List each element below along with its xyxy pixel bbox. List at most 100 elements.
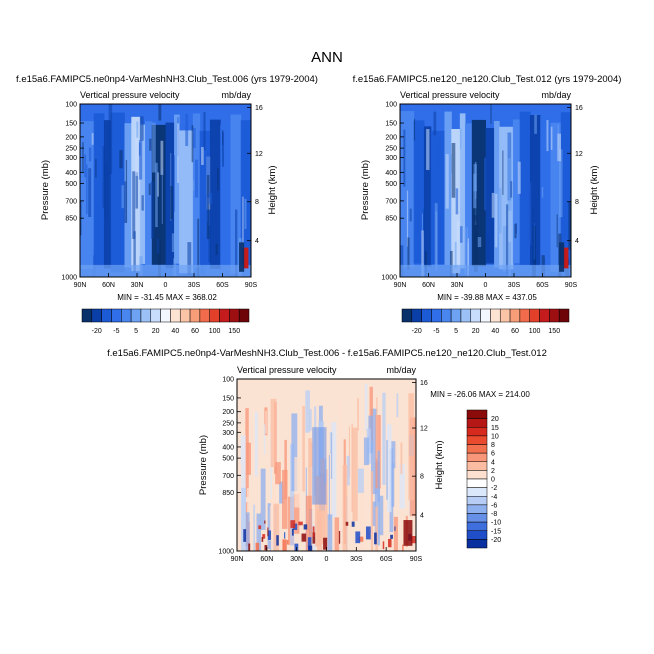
colorbar-label: 40	[171, 328, 179, 335]
height-tick-label: 8	[255, 199, 259, 206]
contour-streak	[197, 218, 200, 277]
colorbar-box	[466, 435, 488, 445]
contour-streak	[483, 157, 487, 211]
min-max-stats: MIN = -26.06 MAX = 214.00	[430, 390, 530, 399]
difference-streak	[246, 488, 250, 515]
colorbar-box	[189, 308, 201, 323]
colorbar-box	[81, 308, 93, 323]
unit-label: mb/day	[541, 90, 571, 100]
surface-difference-patch	[287, 540, 289, 545]
contour-streak	[171, 233, 176, 253]
colorbar-label: -5	[113, 328, 119, 335]
contour-streak	[204, 236, 206, 277]
surface-difference-patch	[402, 544, 404, 551]
y-tick-label: 150	[222, 395, 234, 402]
contour-streak	[133, 231, 136, 273]
y-axis-label: Pressure (mb)	[360, 160, 371, 220]
x-tick-label: 30N	[451, 282, 464, 289]
min-max-stats: MIN = -39.88 MAX = 437.05	[437, 293, 537, 302]
difference-streak	[375, 506, 378, 551]
contour-streak	[416, 198, 420, 235]
contour-streak	[423, 209, 425, 237]
contour-streak	[514, 223, 517, 239]
difference-streak	[291, 413, 298, 492]
surface-difference-patch	[258, 525, 262, 530]
colorbar-box	[140, 308, 152, 323]
contour-streak	[102, 146, 106, 208]
surface-difference-patch	[261, 537, 264, 542]
colorbar-box	[490, 308, 501, 323]
figure-title: ANN	[311, 49, 343, 66]
contour-streak	[138, 140, 143, 180]
colorbar-box	[209, 308, 220, 323]
contour-streak	[151, 181, 155, 239]
contour-streak	[138, 142, 141, 156]
colorbar-box	[411, 308, 422, 323]
x-tick-label: 90S	[565, 282, 578, 289]
contour-band	[179, 130, 194, 274]
colorbar-box	[480, 308, 491, 323]
positive-maximum-patch	[563, 247, 569, 269]
contour-streak	[242, 196, 244, 248]
difference-streak	[256, 513, 262, 551]
height-axis-label: Height (km)	[589, 165, 600, 214]
contour-streak	[497, 187, 502, 234]
colorbar-box	[160, 308, 171, 323]
difference-streak	[330, 432, 333, 479]
contour-streak	[134, 128, 139, 176]
contour-streak	[495, 193, 498, 248]
contour-streak	[460, 128, 462, 149]
y-axis-label: Pressure (mb)	[198, 435, 209, 495]
colorbar-label: 60	[511, 328, 519, 335]
panel-title: f.e15a6.FAMIPC5.ne120_ne120.Club_Test.01…	[353, 74, 622, 85]
variable-label: Vertical pressure velocity	[237, 365, 337, 375]
y-tick-label: 700	[65, 198, 77, 205]
difference-streak	[246, 442, 251, 475]
difference-streak	[386, 424, 392, 513]
y-tick-label: 500	[65, 181, 77, 188]
contour-streak	[510, 181, 513, 198]
contour-streak	[234, 209, 238, 277]
contour-streak	[557, 133, 562, 162]
panel-1: f.e15a6.FAMIPC5.ne0np4-VarMeshNH3.Club_T…	[16, 74, 318, 335]
surface-difference-patch	[282, 539, 287, 551]
height-tick-label: 16	[255, 105, 263, 112]
contour-streak	[558, 149, 563, 218]
difference-streak	[331, 422, 337, 518]
colorbar: -20 -5 5 20 40 60 100 150	[81, 308, 250, 335]
contour-band	[220, 124, 231, 267]
contour-streak	[451, 142, 456, 198]
difference-streak	[254, 412, 258, 477]
x-tick-label: 60S	[536, 282, 549, 289]
contour-streak	[155, 162, 158, 228]
contour-streak	[158, 239, 161, 277]
contour-streak	[474, 198, 478, 222]
surface-difference-patch	[355, 531, 361, 544]
difference-streak	[391, 462, 395, 507]
height-tick-label: 4	[255, 238, 259, 245]
difference-streak	[327, 514, 333, 551]
contour-streak	[546, 120, 549, 152]
variable-label: Vertical pressure velocity	[80, 90, 180, 100]
y-tick-label: 400	[65, 170, 77, 177]
x-tick-label: 0	[325, 556, 329, 563]
surface-difference-patch	[291, 528, 294, 536]
contour-streak	[568, 202, 571, 250]
difference-streak	[305, 495, 312, 551]
panel-title: f.e15a6.FAMIPC5.ne0np4-VarMeshNH3.Club_T…	[107, 348, 547, 359]
contour-streak	[450, 154, 452, 174]
colorbar-label: -10	[491, 520, 501, 527]
contour-streak	[550, 126, 553, 150]
y-tick-label: 100	[385, 102, 397, 109]
panel-3: f.e15a6.FAMIPC5.ne0np4-VarMeshNH3.Club_T…	[107, 348, 547, 563]
contour-streak	[200, 212, 204, 275]
colorbar-label: 100	[529, 328, 541, 335]
contour-streak	[148, 183, 151, 196]
difference-streak	[369, 386, 373, 441]
height-tick-label: 12	[255, 151, 263, 158]
surface-difference-patch	[374, 532, 377, 545]
difference-streak	[279, 481, 284, 504]
height-tick-label: 4	[420, 512, 424, 519]
contour-streak	[161, 168, 163, 224]
surface-difference-patch	[255, 542, 260, 551]
